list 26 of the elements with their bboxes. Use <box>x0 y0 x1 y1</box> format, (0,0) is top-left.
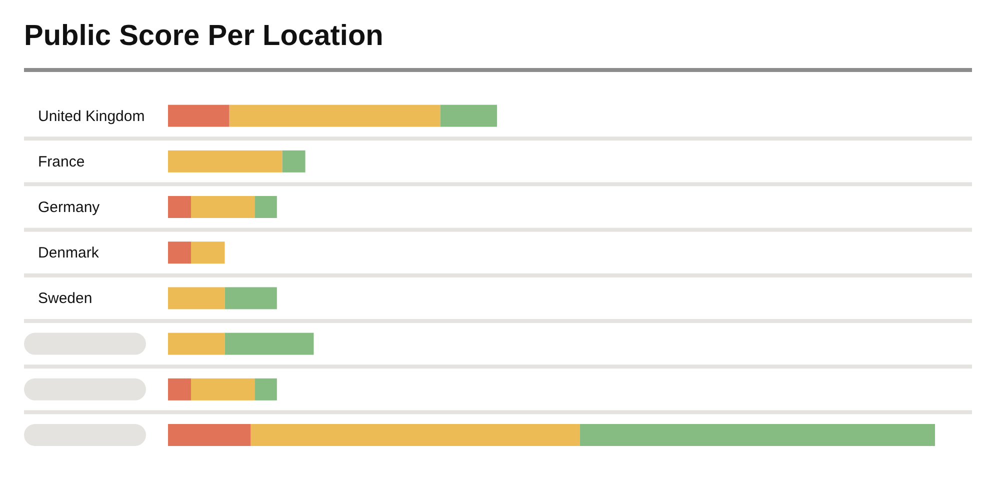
bar <box>254 378 277 400</box>
bar <box>191 378 255 400</box>
bar <box>250 424 580 446</box>
bar <box>440 104 498 127</box>
bar <box>168 287 225 310</box>
bar <box>168 104 230 127</box>
y-tick-label: United Kingdom <box>38 108 145 125</box>
bar <box>168 332 225 355</box>
bar <box>224 332 314 355</box>
bar <box>191 242 225 264</box>
bar <box>191 196 255 218</box>
bar <box>168 150 282 172</box>
bar <box>168 242 192 264</box>
y-tick-label: Denmark <box>38 244 100 262</box>
bar <box>224 287 277 310</box>
y-tick-label: Sweden <box>38 290 92 308</box>
y-tick-label: France <box>38 153 85 170</box>
bar <box>168 196 192 218</box>
bar <box>229 104 440 127</box>
bar <box>580 424 935 446</box>
bar <box>254 196 277 218</box>
bar <box>168 378 192 400</box>
chart-title: Public Score Per Location <box>24 20 384 52</box>
bar <box>282 150 306 172</box>
y-tick-label: Germany <box>38 199 100 216</box>
bar <box>168 424 251 446</box>
